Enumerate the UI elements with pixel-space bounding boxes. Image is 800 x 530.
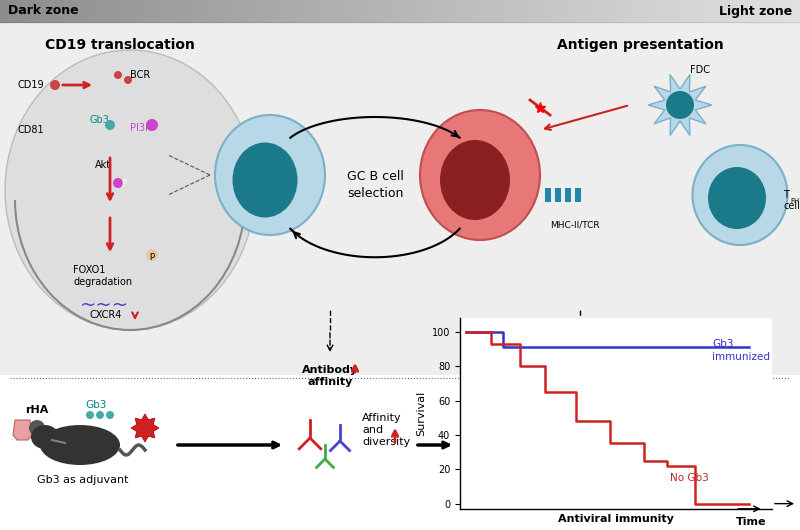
Ellipse shape <box>666 91 694 119</box>
Polygon shape <box>131 414 159 442</box>
Text: CD81: CD81 <box>18 125 45 135</box>
Text: CD19: CD19 <box>18 80 45 90</box>
Text: MHC-II/TCR: MHC-II/TCR <box>550 220 600 229</box>
Circle shape <box>113 178 123 188</box>
Text: Gb3: Gb3 <box>90 115 110 125</box>
Ellipse shape <box>440 140 510 220</box>
Text: Gb3
immunized: Gb3 immunized <box>713 339 770 362</box>
Circle shape <box>146 119 158 131</box>
Circle shape <box>146 249 158 261</box>
Circle shape <box>29 420 45 436</box>
Bar <box>0 0 800 380</box>
Text: PI3K: PI3K <box>130 123 151 133</box>
Text: p: p <box>122 176 126 186</box>
Ellipse shape <box>420 110 540 240</box>
Text: Time: Time <box>736 517 766 527</box>
Circle shape <box>50 80 60 90</box>
Y-axis label: Survival: Survival <box>416 391 426 436</box>
Circle shape <box>105 120 115 130</box>
Text: Gb3: Gb3 <box>85 400 106 410</box>
Text: Antigen presentation: Antigen presentation <box>557 38 723 52</box>
X-axis label: Antiviral immunity: Antiviral immunity <box>558 514 674 524</box>
Text: cell: cell <box>783 201 800 211</box>
Text: CD19 translocation: CD19 translocation <box>45 38 195 52</box>
Text: Antibody
diversity: Antibody diversity <box>552 365 608 387</box>
Ellipse shape <box>708 167 766 229</box>
Polygon shape <box>648 75 712 136</box>
Bar <box>575 188 581 202</box>
Circle shape <box>114 71 122 79</box>
Ellipse shape <box>40 425 120 465</box>
Text: FH: FH <box>790 198 799 204</box>
Circle shape <box>106 411 114 419</box>
Text: Dark zone: Dark zone <box>8 4 78 17</box>
Bar <box>0 375 800 530</box>
Text: No Gb3: No Gb3 <box>670 473 709 483</box>
Circle shape <box>86 411 94 419</box>
Text: GC B cell
selection: GC B cell selection <box>346 170 403 200</box>
Ellipse shape <box>693 145 787 245</box>
Text: T: T <box>783 190 789 200</box>
Bar <box>545 188 551 202</box>
Ellipse shape <box>5 50 255 330</box>
Text: Akt: Akt <box>95 160 111 170</box>
Polygon shape <box>13 420 32 440</box>
Text: p: p <box>150 251 154 260</box>
Text: CXCR4: CXCR4 <box>90 310 122 320</box>
Text: Light zone: Light zone <box>718 4 792 17</box>
Text: FOXO1
degradation: FOXO1 degradation <box>73 265 132 287</box>
Text: rHA: rHA <box>25 405 48 415</box>
Bar <box>565 188 571 202</box>
Ellipse shape <box>215 115 325 235</box>
Ellipse shape <box>233 143 298 217</box>
Circle shape <box>96 411 104 419</box>
Ellipse shape <box>31 425 59 449</box>
Text: BCR: BCR <box>130 70 150 80</box>
Bar <box>555 188 561 202</box>
Text: FDC: FDC <box>690 65 710 75</box>
Text: Affinity
and
diversity: Affinity and diversity <box>362 412 410 447</box>
Text: ~~~: ~~~ <box>80 296 129 314</box>
Text: Gb3 as adjuvant: Gb3 as adjuvant <box>38 475 129 485</box>
Text: Antibody
affinity: Antibody affinity <box>302 365 358 387</box>
Circle shape <box>124 76 132 84</box>
